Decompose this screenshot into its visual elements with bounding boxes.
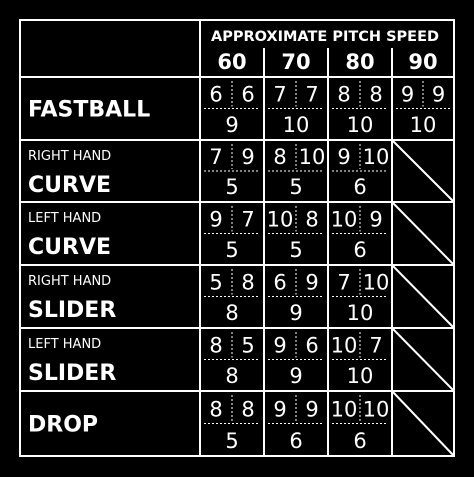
cell-value-bottom: 6: [353, 429, 366, 453]
cell-value-bottom: 5: [225, 175, 238, 199]
cell-value-bottom: 10: [347, 113, 374, 137]
table-row: LEFT HAND SLIDER 8 58 9 69 10 7 10: [28, 327, 455, 392]
speed-header-80: 80: [345, 50, 374, 74]
speed-header-60: 60: [217, 50, 246, 74]
pitch-name: SLIDER: [28, 298, 116, 323]
cell-value-top-left: 10: [331, 334, 358, 358]
cell-value-bottom: 5: [289, 238, 302, 262]
cell-value-top-left: 9: [401, 83, 414, 107]
cell-value-top-left: 10: [331, 398, 358, 422]
cell-value-top-right: 6: [241, 83, 254, 107]
cell-value-top-right: 8: [241, 398, 254, 422]
pitch-name: FASTBALL: [28, 98, 150, 123]
cell-value-bottom: 6: [353, 175, 366, 199]
pitch-name: CURVE: [28, 235, 111, 260]
cell-value-top-right: 9: [241, 145, 254, 169]
pitch-name: CURVE: [28, 173, 111, 198]
cell-value-top-right: 10: [299, 145, 326, 169]
cell-value-top-right: 9: [369, 208, 382, 232]
hand-label: LEFT HAND: [28, 337, 101, 352]
cell-value-bottom: 5: [225, 238, 238, 262]
empty-cell-slash: [391, 264, 455, 329]
pitch-name: DROP: [28, 413, 98, 438]
cell-value-top-right: 7: [305, 83, 318, 107]
empty-cell-slash: [391, 327, 455, 392]
header-title: APPROXIMATE PITCH SPEED: [211, 29, 439, 45]
cell-value-top-left: 7: [273, 83, 286, 107]
cell-value-top-right: 9: [305, 398, 318, 422]
cell-value-top-right: 10: [363, 271, 390, 295]
cell-value-top-left: 6: [273, 271, 286, 295]
cell-value-top-left: 8: [273, 145, 286, 169]
cell-value-bottom: 10: [410, 113, 437, 137]
empty-cell-slash: [391, 139, 455, 203]
cell-value-top-left: 5: [209, 271, 222, 295]
cell-value-top-left: 9: [273, 334, 286, 358]
table-grid: [19, 19, 455, 457]
cell-value-bottom: 6: [289, 429, 302, 453]
hand-label: LEFT HAND: [28, 211, 101, 226]
speed-headers: 60 70 80 90: [217, 50, 437, 74]
cell-value-top-left: 6: [209, 83, 222, 107]
speed-header-90: 90: [408, 50, 437, 74]
cell-value-top-left: 8: [209, 398, 222, 422]
cell-value-top-left: 8: [337, 83, 350, 107]
cell-value-top-left: 10: [331, 208, 358, 232]
cell-value-top-right: 8: [369, 83, 382, 107]
empty-cell-slash: [391, 201, 455, 266]
cell-value-bottom: 9: [289, 301, 302, 325]
empty-cell-slash: [391, 390, 455, 457]
speed-header-70: 70: [281, 50, 310, 74]
cell-value-bottom: 8: [225, 364, 238, 388]
cell-value-top-left: 9: [209, 208, 222, 232]
cell-value-bottom: 10: [283, 113, 310, 137]
cell-value-top-right: 8: [305, 208, 318, 232]
cell-value-top-right: 5: [241, 334, 254, 358]
cell-value-bottom: 9: [289, 364, 302, 388]
cell-value-bottom: 5: [289, 175, 302, 199]
cell-value-top-right: 9: [432, 83, 445, 107]
cell-value-bottom: 9: [225, 113, 238, 137]
cell-value-top-left: 8: [209, 334, 222, 358]
cell-value-top-left: 7: [337, 271, 350, 295]
cell-value-bottom: 10: [347, 364, 374, 388]
cell-value-top-right: 10: [363, 398, 390, 422]
cell-value-bottom: 6: [353, 238, 366, 262]
cell-value-top-right: 7: [241, 208, 254, 232]
cell-value-top-left: 9: [273, 398, 286, 422]
cell-value-top-right: 10: [363, 145, 390, 169]
cell-value-bottom: 8: [225, 301, 238, 325]
cell-value-top-left: 10: [267, 208, 294, 232]
cell-value-top-right: 7: [369, 334, 382, 358]
cell-value-bottom: 10: [347, 301, 374, 325]
hand-label: RIGHT HAND: [28, 274, 111, 289]
cell-value-bottom: 5: [225, 429, 238, 453]
cell-value-top-right: 6: [305, 334, 318, 358]
cell-value-top-right: 8: [241, 271, 254, 295]
pitch-name: SLIDER: [28, 361, 116, 386]
cell-value-top-left: 7: [209, 145, 222, 169]
cell-value-top-left: 9: [337, 145, 350, 169]
cell-value-top-right: 9: [305, 271, 318, 295]
hand-label: RIGHT HAND: [28, 149, 111, 164]
table-frame: [19, 19, 455, 457]
